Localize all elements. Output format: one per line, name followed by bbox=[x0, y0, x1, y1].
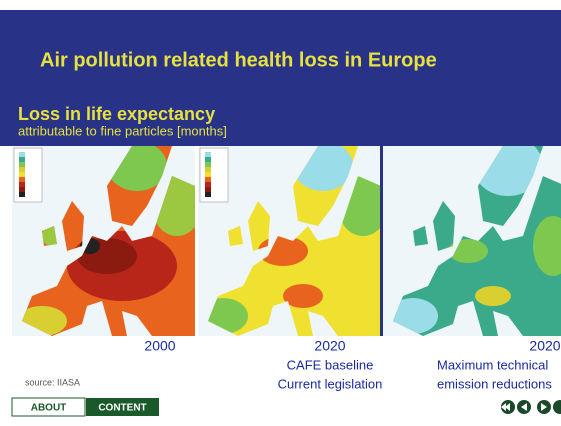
panel-caption: Maximum technical bbox=[437, 357, 548, 372]
panel-caption: Current legislation bbox=[278, 376, 383, 391]
map-2020-mtfr bbox=[383, 136, 561, 336]
panel-divider bbox=[380, 146, 383, 336]
panel-caption: emission reductions bbox=[437, 376, 552, 391]
map-2000 bbox=[12, 141, 202, 336]
source-note: source: IIASA bbox=[25, 377, 80, 387]
panel-year: 2020 bbox=[314, 338, 345, 354]
map-2020-baseline bbox=[198, 141, 388, 336]
content-button-label[interactable]: CONTENT bbox=[98, 403, 146, 414]
panel-year: 2020 bbox=[529, 338, 560, 354]
about-button-label[interactable]: ABOUT bbox=[31, 403, 67, 414]
slide-title: Air pollution related health loss in Eur… bbox=[40, 49, 437, 71]
subtitle: Loss in life expectancy bbox=[18, 104, 215, 124]
panel-caption: CAFE baseline bbox=[287, 357, 374, 372]
slide-viewer: Air pollution related health loss in Eur… bbox=[0, 0, 561, 426]
slide: Air pollution related health loss in Eur… bbox=[0, 0, 561, 426]
panel-year: 2000 bbox=[144, 338, 175, 354]
subtitle-caption: attributable to fine particles [months] bbox=[18, 123, 227, 138]
